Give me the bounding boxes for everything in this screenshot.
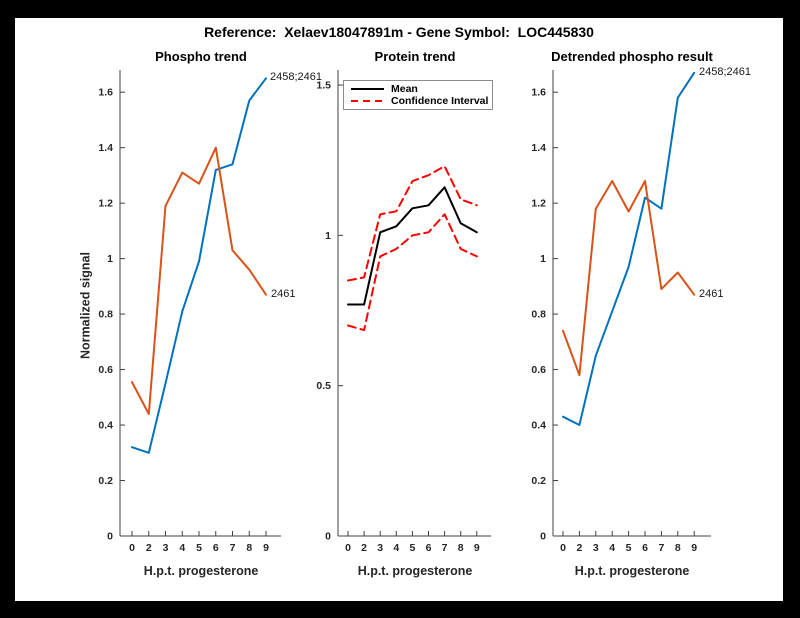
series-line-2458-2461 — [562, 71, 696, 426]
legend-label-confidence-interval: Confidence Interval — [391, 95, 489, 107]
confidence-interval-line-sample — [351, 100, 384, 102]
x-axis-label-right: H.p.t. progesterone — [574, 564, 690, 578]
series-line-2458-2461 — [131, 77, 267, 454]
y-tick-label: 0.5 — [316, 380, 331, 392]
x-tick-label: 5 — [626, 542, 632, 554]
y-tick-label: 1.6 — [98, 87, 113, 99]
series-line-2461 — [131, 146, 267, 415]
x-tick-label: 3 — [593, 542, 599, 554]
series-line-2461 — [562, 180, 696, 377]
series-end-label: 2458;2461 — [699, 66, 751, 78]
x-tick-label: 8 — [246, 542, 252, 554]
y-tick-label: 0 — [325, 531, 331, 543]
y-tick-label: 1 — [540, 253, 546, 265]
x-tick-label: 0 — [129, 542, 135, 554]
y-axis-label: Normalized signal — [78, 252, 93, 359]
y-tick-label: 0 — [107, 531, 113, 543]
plots-canvas: 00.20.40.60.811.21.41.60 2 3 4 5 6 7 8 900.511.5… — [98, 70, 711, 554]
x-tick-label: 9 — [263, 542, 269, 554]
x-tick-label: 3 — [163, 542, 169, 554]
figure-canvas: 0 0.2 0.4 0.6 0.8 1 1.2 1.4 1.6 0 2 3 4 5 6 7 8 9 0 0.5 1 1.5… — [15, 18, 783, 601]
y-tick-label: 0.6 — [531, 364, 546, 376]
y-tick-label: 1.2 — [98, 198, 113, 210]
y-tick-label: 0.6 — [98, 364, 113, 376]
y-tick-label: 0.8 — [98, 309, 113, 321]
x-tick-label: 4 — [179, 542, 185, 554]
x-tick-label: 5 — [196, 542, 202, 554]
series-line-confidence-interval-lower — [347, 213, 478, 332]
y-tick-label: 0.4 — [98, 420, 113, 432]
panel-title-protein-trend: Protein trend — [374, 49, 456, 64]
panel-title-detrended-phospho: Detrended phospho result — [551, 49, 713, 64]
y-tick-label: 0.2 — [98, 475, 113, 487]
series-end-label: 2461 — [271, 288, 296, 300]
legend-label-mean: Mean — [391, 83, 418, 95]
x-axis-label-middle: H.p.t. progesterone — [357, 564, 473, 578]
x-tick-label: 6 — [213, 542, 219, 554]
figure-title: Reference: Xelaev18047891m - Gene Symbol… — [204, 24, 594, 40]
legend-item-mean: Mean — [348, 83, 488, 95]
y-tick-label: 1 — [107, 253, 113, 265]
x-tick-label: 5 — [409, 542, 415, 554]
y-tick-label: 0.8 — [531, 309, 546, 321]
x-tick-label: 8 — [675, 542, 681, 554]
x-tick-label: 0 — [345, 542, 351, 554]
x-tick-label: 2 — [576, 542, 582, 554]
legend-item-confidence-interval: Confidence Interval — [348, 95, 488, 107]
x-tick-label: 9 — [474, 542, 480, 554]
x-tick-label: 2 — [361, 542, 367, 554]
series-end-label: 2458;2461 — [270, 71, 322, 83]
y-tick-label: 1.5 — [316, 80, 331, 92]
x-tick-label: 2 — [146, 542, 152, 554]
x-tick-label: 6 — [426, 542, 432, 554]
series-line-mean — [347, 186, 478, 306]
x-tick-label: 0 — [560, 542, 566, 554]
x-tick-label: 6 — [642, 542, 648, 554]
x-tick-label: 9 — [691, 542, 697, 554]
x-tick-label: 3 — [377, 542, 383, 554]
x-axis-label-left: H.p.t. progesterone — [143, 564, 259, 578]
x-tick-label: 8 — [458, 542, 464, 554]
x-tick-label: 4 — [393, 542, 399, 554]
x-tick-label: 4 — [609, 542, 615, 554]
y-tick-label: 0.2 — [531, 475, 546, 487]
mean-line-sample — [351, 88, 384, 90]
y-tick-label: 0.4 — [531, 420, 546, 432]
x-tick-label: 7 — [230, 542, 236, 554]
x-tick-label: 7 — [442, 542, 448, 554]
y-tick-label: 1.2 — [531, 198, 546, 210]
y-tick-label: 0 — [540, 531, 546, 543]
legend-box: Mean Confidence Interval — [343, 80, 493, 110]
y-tick-label: 1.4 — [531, 142, 546, 154]
y-tick-label: 1.6 — [531, 87, 546, 99]
y-tick-label: 1 — [325, 230, 331, 242]
series-line-confidence-interval-upper — [347, 165, 478, 282]
x-tick-label: 7 — [658, 542, 664, 554]
y-tick-label: 1.4 — [98, 142, 113, 154]
series-end-label: 2461 — [699, 288, 724, 300]
panel-title-phospho-trend: Phospho trend — [155, 49, 247, 64]
